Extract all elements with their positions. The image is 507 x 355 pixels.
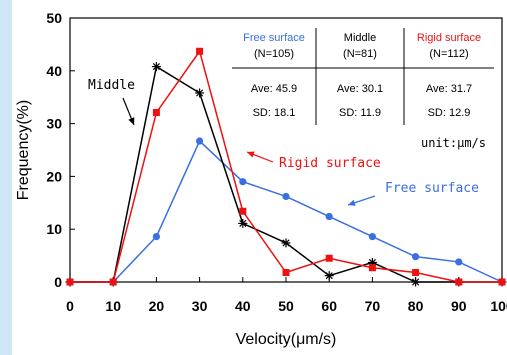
data-point — [324, 271, 334, 281]
data-point — [281, 238, 291, 248]
x-tick-label: 10 — [105, 298, 121, 314]
data-point — [238, 218, 248, 228]
data-point — [66, 278, 74, 286]
data-point — [455, 258, 463, 266]
y-tick-label: 20 — [46, 168, 62, 184]
annotation-rigid-surface: Rigid surface — [279, 156, 381, 171]
x-tick-label: 100 — [490, 298, 507, 314]
data-point — [325, 212, 333, 221]
axes: 0 10 20 30 40 50 0 10 20 30 40 50 60 70 80 90 100 Velocit… — [15, 10, 507, 348]
x-tick-label: 70 — [365, 298, 381, 314]
annotation-arrow-head — [247, 151, 255, 158]
stats-free-surface-ave: Ave: 45.9 — [251, 83, 297, 95]
stats-middle-ave: Ave: 30.1 — [337, 83, 383, 95]
data-point — [368, 264, 376, 272]
stats-middle-n: (N=81) — [343, 48, 377, 60]
y-axis-label: Frequency(%) — [15, 100, 32, 200]
stats-free-surface-sd: SD: 18.1 — [253, 107, 296, 119]
data-point — [239, 207, 247, 215]
series-middle — [65, 62, 507, 287]
data-point — [152, 109, 160, 117]
left-edge-strip — [0, 0, 12, 355]
data-point — [239, 178, 247, 186]
annotations: Middle Rigid surface Free surface — [88, 78, 479, 206]
y-tick-label: 40 — [46, 63, 62, 79]
x-axis-label: Velocity(μm/s) — [236, 331, 337, 348]
x-tick-label: 60 — [321, 298, 337, 314]
x-tick-label: 40 — [235, 298, 251, 314]
stats-rigid-surface-ave: Ave: 31.7 — [426, 83, 472, 95]
annotation-free-surface: Free surface — [385, 181, 479, 196]
stats-rigid-surface-sd: SD: 12.9 — [428, 107, 471, 119]
data-point — [282, 268, 290, 276]
y-tick-label: 30 — [46, 116, 62, 132]
x-tick-label: 50 — [278, 298, 294, 314]
y-tick-label: 0 — [54, 274, 62, 290]
x-tick-label: 90 — [451, 298, 467, 314]
x-tick-label: 20 — [149, 298, 165, 314]
data-point — [368, 232, 376, 241]
x-tick-label: 80 — [408, 298, 424, 314]
stats-rigid-surface-n: (N=112) — [429, 48, 468, 60]
data-point — [455, 278, 463, 286]
data-point — [196, 137, 204, 145]
x-tick-label: 0 — [66, 298, 74, 314]
data-point — [151, 62, 161, 72]
data-point — [152, 232, 160, 241]
data-point — [325, 254, 333, 262]
y-tick-label: 50 — [46, 10, 62, 26]
data-point — [412, 268, 420, 276]
x-tick-label: 30 — [192, 298, 208, 314]
data-point — [411, 277, 421, 287]
stats-free-surface-name: Free surface — [243, 32, 305, 44]
data-point — [412, 253, 420, 261]
data-point — [109, 278, 117, 286]
annotation-middle: Middle — [88, 78, 135, 93]
annotation-arrow-head — [348, 199, 356, 206]
data-point — [196, 47, 204, 55]
stats-middle-name: Middle — [344, 32, 376, 44]
data-point — [282, 192, 290, 201]
y-tick-label: 10 — [46, 221, 62, 237]
stats-table: Free surface (N=105) Ave: 45.9 SD: 18.1 Midd… — [232, 28, 494, 150]
series-line — [70, 65, 502, 283]
series-layer — [65, 47, 507, 287]
data-point — [195, 88, 205, 98]
stats-middle-sd: SD: 11.9 — [339, 107, 381, 119]
stats-rigid-surface-name: Rigid surface — [417, 32, 481, 44]
unit-label: unit:μm/s — [421, 136, 486, 150]
data-point — [498, 278, 506, 286]
annotation-arrow-head — [128, 117, 135, 125]
series-rigid-surface — [66, 47, 506, 286]
stats-free-surface-n: (N=105) — [254, 48, 294, 60]
